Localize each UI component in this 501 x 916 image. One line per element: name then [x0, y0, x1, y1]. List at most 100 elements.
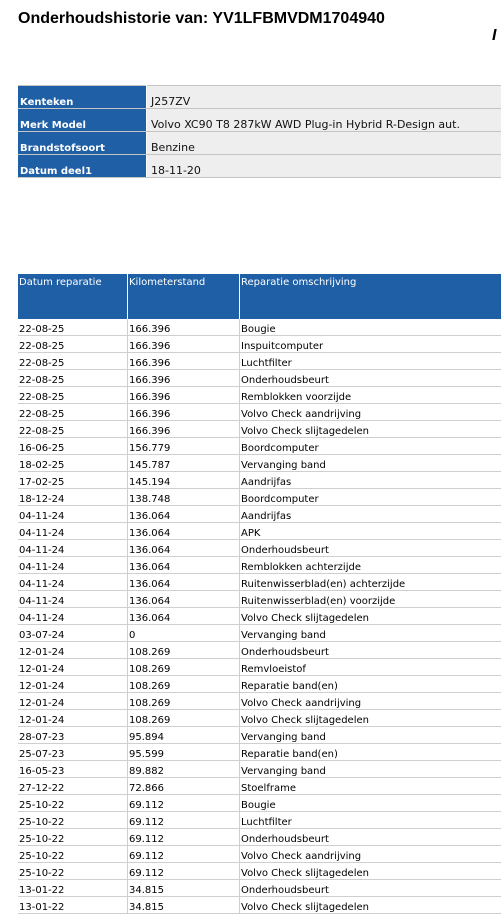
table-row: 22-08-25 166.396 Onderhoudsbeurt	[18, 369, 501, 387]
repair-description-cell: Luchtfilter	[239, 352, 501, 370]
repair-description-cell: Onderhoudsbeurt	[239, 828, 501, 846]
repair-description-cell: Aandrijfas	[239, 471, 501, 489]
repair-description-cell: Bougie	[239, 319, 501, 336]
table-row: 22-08-25 166.396 Volvo Check slijtagedelen	[18, 420, 501, 438]
info-label: Kenteken	[18, 85, 147, 109]
table-row: 12-01-24 108.269 Volvo Check aandrijving	[18, 692, 501, 710]
repair-date-cell: 22-08-25	[18, 386, 128, 404]
repair-description-cell: Volvo Check slijtagedelen	[239, 709, 501, 727]
table-row: 13-01-22 34.815 Onderhoudsbeurt	[18, 879, 501, 897]
info-value: Volvo XC90 T8 287kW AWD Plug-in Hybrid R…	[146, 108, 501, 132]
mileage-cell: 69.112	[127, 845, 240, 863]
repair-date-cell: 04-11-24	[18, 556, 128, 574]
repair-date-cell: 22-08-25	[18, 369, 128, 387]
table-row: 22-08-25 166.396 Volvo Check aandrijving	[18, 403, 501, 421]
repair-date-cell: 25-10-22	[18, 794, 128, 812]
repair-date-cell: 04-11-24	[18, 607, 128, 625]
repair-date-cell: 27-12-22	[18, 777, 128, 795]
logo-fragment: I	[492, 27, 497, 44]
mileage-cell: 89.882	[127, 760, 240, 778]
repair-description-cell: Vervanging band	[239, 454, 501, 472]
mileage-cell: 136.064	[127, 556, 240, 574]
info-value: Benzine	[146, 131, 501, 155]
repair-description-cell: Volvo Check aandrijving	[239, 692, 501, 710]
column-header-description: Reparatie omschrijving	[239, 274, 501, 319]
mileage-cell: 136.064	[127, 505, 240, 523]
repair-description-cell: Onderhoudsbeurt	[239, 539, 501, 557]
page-title: Onderhoudshistorie van: YV1LFBMVDM170494…	[18, 10, 385, 27]
repair-description-cell: Bougie	[239, 794, 501, 812]
table-row: 04-11-24 136.064 Volvo Check slijtagedelen	[18, 607, 501, 625]
mileage-cell: 156.779	[127, 437, 240, 455]
column-header-mileage: Kilometerstand	[127, 274, 240, 319]
table-row: 04-11-24 136.064 APK	[18, 522, 501, 540]
mileage-cell: 108.269	[127, 675, 240, 693]
repair-date-cell: 25-10-22	[18, 862, 128, 880]
repair-date-cell: 12-01-24	[18, 709, 128, 727]
repair-description-cell: Ruitenwisserblad(en) voorzijde	[239, 590, 501, 608]
repair-description-cell: Aandrijfas	[239, 505, 501, 523]
mileage-cell: 95.599	[127, 743, 240, 761]
repair-date-cell: 13-01-22	[18, 896, 128, 914]
mileage-cell: 145.787	[127, 454, 240, 472]
table-row: 12-01-24 108.269 Onderhoudsbeurt	[18, 641, 501, 659]
table-row: 25-10-22 69.112 Volvo Check slijtagedelen	[18, 862, 501, 880]
table-row: 12-01-24 108.269 Reparatie band(en)	[18, 675, 501, 693]
mileage-cell: 69.112	[127, 862, 240, 880]
repair-date-cell: 12-01-24	[18, 641, 128, 659]
repair-date-cell: 16-06-25	[18, 437, 128, 455]
mileage-cell: 0	[127, 624, 240, 642]
repair-description-cell: Boordcomputer	[239, 437, 501, 455]
mileage-cell: 166.396	[127, 335, 240, 353]
table-row: 04-11-24 136.064 Ruitenwisserblad(en) acht…	[18, 573, 501, 591]
repair-date-cell: 12-01-24	[18, 692, 128, 710]
info-row: Merk Model Volvo XC90 T8 287kW AWD Plug-i…	[18, 108, 501, 132]
info-row: Brandstofsoort Benzine	[18, 131, 501, 155]
repair-date-cell: 25-07-23	[18, 743, 128, 761]
repair-date-cell: 04-11-24	[18, 539, 128, 557]
repair-description-cell: Remblokken achterzijde	[239, 556, 501, 574]
repair-description-cell: Inspuitcomputer	[239, 335, 501, 353]
repair-description-cell: Luchtfilter	[239, 811, 501, 829]
repair-description-cell: Reparatie band(en)	[239, 675, 501, 693]
table-row: 17-02-25 145.194 Aandrijfas	[18, 471, 501, 489]
table-row: 28-07-23 95.894 Vervanging band	[18, 726, 501, 744]
table-row: 18-12-24 138.748 Boordcomputer	[18, 488, 501, 506]
repair-description-cell: Onderhoudsbeurt	[239, 369, 501, 387]
repair-description-cell: Volvo Check slijtagedelen	[239, 862, 501, 880]
repair-description-cell: Vervanging band	[239, 760, 501, 778]
info-row: Kenteken J257ZV	[18, 85, 501, 109]
repair-description-cell: Vervanging band	[239, 726, 501, 744]
repair-date-cell: 04-11-24	[18, 522, 128, 540]
mileage-cell: 108.269	[127, 658, 240, 676]
table-row: 27-12-22 72.866 Stoelframe	[18, 777, 501, 795]
table-row: 04-11-24 136.064 Remblokken achterzijde	[18, 556, 501, 574]
table-row: 13-01-22 34.815 Volvo Check slijtagedelen	[18, 896, 501, 914]
table-row: 22-08-25 166.396 Bougie	[18, 319, 501, 336]
repair-description-cell: Remvloeistof	[239, 658, 501, 676]
mileage-cell: 136.064	[127, 607, 240, 625]
repair-description-cell: Boordcomputer	[239, 488, 501, 506]
mileage-cell: 108.269	[127, 709, 240, 727]
table-row: 12-01-24 108.269 Volvo Check slijtagedelen	[18, 709, 501, 727]
repair-description-cell: Volvo Check aandrijving	[239, 403, 501, 421]
info-label: Datum deel1	[18, 154, 147, 178]
table-row: 18-02-25 145.787 Vervanging band	[18, 454, 501, 472]
repair-date-cell: 04-11-24	[18, 505, 128, 523]
table-header-row: Datum reparatie Kilometerstand Reparatie…	[18, 274, 501, 319]
mileage-cell: 69.112	[127, 828, 240, 846]
table-row: 04-11-24 136.064 Ruitenwisserblad(en) voor…	[18, 590, 501, 608]
table-row: 22-08-25 166.396 Inspuitcomputer	[18, 335, 501, 353]
mileage-cell: 34.815	[127, 879, 240, 897]
repair-date-cell: 28-07-23	[18, 726, 128, 744]
repair-date-cell: 22-08-25	[18, 335, 128, 353]
table-row: 25-07-23 95.599 Reparatie band(en)	[18, 743, 501, 761]
repair-date-cell: 17-02-25	[18, 471, 128, 489]
mileage-cell: 145.194	[127, 471, 240, 489]
table-row: 12-01-24 108.269 Remvloeistof	[18, 658, 501, 676]
mileage-cell: 166.396	[127, 386, 240, 404]
repair-description-cell: Reparatie band(en)	[239, 743, 501, 761]
table-row: 22-08-25 166.396 Luchtfilter	[18, 352, 501, 370]
repair-date-cell: 04-11-24	[18, 590, 128, 608]
info-label: Brandstofsoort	[18, 131, 147, 155]
